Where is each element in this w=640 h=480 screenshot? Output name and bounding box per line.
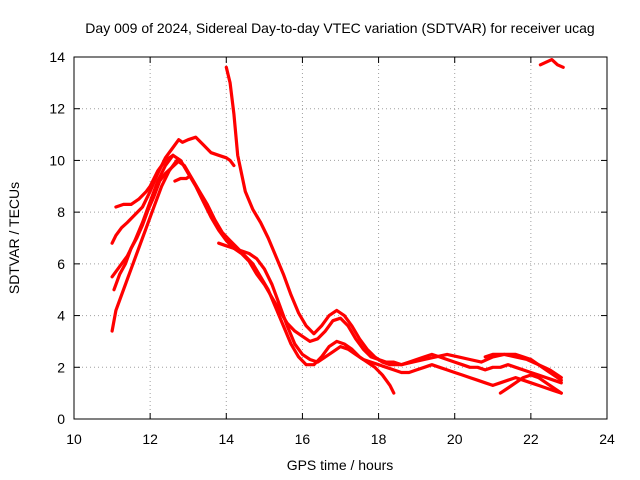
y-tick-label: 2 [57,359,65,375]
x-tick-label: 10 [66,431,82,447]
x-tick-label: 20 [447,431,463,447]
series-track-h [217,241,563,395]
series-track-a [110,135,236,245]
series-track-d [224,65,563,380]
y-tick-label: 4 [57,308,65,324]
data-series [110,57,565,395]
x-tick-label: 18 [371,431,387,447]
y-tick-label: 14 [49,49,65,65]
chart-title: Day 009 of 2024, Sidereal Day-to-day VTE… [85,20,594,36]
y-tick-label: 10 [49,152,65,168]
x-tick-label: 24 [599,431,615,447]
y-tick-label: 0 [57,411,65,427]
series-track-i [483,352,563,382]
x-axis-label: GPS time / hours [287,457,394,473]
series-track-f [114,153,175,209]
x-tick-label: 22 [523,431,539,447]
series-track-j [498,373,563,395]
series-track-c [110,153,563,385]
y-tick-label: 12 [49,101,65,117]
x-tick-label: 16 [295,431,311,447]
y-tick-label: 6 [57,256,65,272]
y-tick-label: 8 [57,204,65,220]
x-tick-label: 12 [142,431,158,447]
series-track-k [538,57,565,69]
x-tick-label: 14 [218,431,234,447]
y-axis-label: SDTVAR / TECUs [6,182,22,294]
series-track-b [110,158,396,395]
series-track-e [112,161,179,292]
plot-frame [73,56,608,420]
series-track-g [173,174,192,183]
grid-lines [74,57,607,419]
